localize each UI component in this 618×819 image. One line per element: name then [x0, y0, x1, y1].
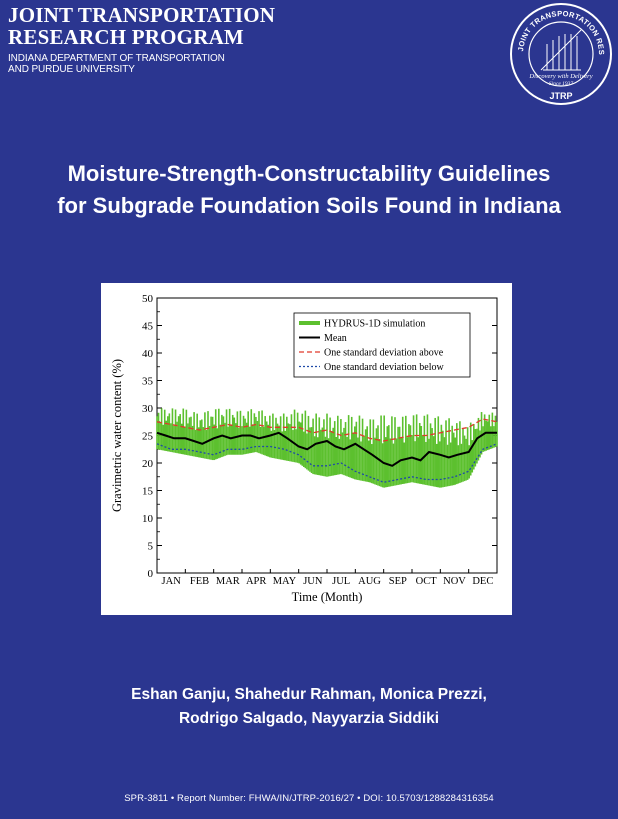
bridge-icon [540, 29, 582, 71]
jtrp-seal-logo: JOINT TRANSPORTATION RESEARCH PROGRAM Di… [504, 0, 615, 108]
title-line2: for Subgrade Foundation Soils Found in I… [57, 193, 561, 218]
y-tick-label: 5 [148, 541, 154, 553]
y-tick-label: 50 [142, 293, 154, 305]
authors-line1: Eshan Ganju, Shahedur Rahman, Monica Pre… [131, 686, 487, 703]
y-tick-label: 40 [142, 348, 154, 360]
y-tick-label: 25 [142, 431, 154, 443]
y-tick-label: 15 [142, 486, 154, 498]
x-tick-label: MAR [216, 576, 240, 587]
y-tick-label: 30 [142, 403, 154, 415]
y-axis-label: Gravimetric water content (%) [110, 359, 124, 512]
upper-std-line [156, 418, 498, 442]
water-content-chart: 0 5 10 15 20 25 30 35 40 45 50 JAN FEB MAR APR MAY JUN JU… [110, 293, 498, 604]
seal-motto: Discovery with Delivery [528, 73, 592, 80]
y-tick-label: 20 [142, 458, 154, 470]
seal-ring-text: JOINT TRANSPORTATION RESEARCH PROGRAM [504, 0, 606, 55]
x-tick-label: NOV [443, 576, 466, 587]
x-tick-label: OCT [416, 576, 438, 587]
mean-line [156, 431, 497, 467]
legend-label: Mean [324, 333, 347, 344]
lower-std-line [156, 443, 498, 483]
svg-text:JOINT TRANSPORTATION RESEARCH: JOINT TRANSPORTATION RESEARCH PROGRAM [507, 0, 606, 55]
x-tick-label: JAN [162, 576, 182, 587]
x-tick-label: APR [246, 576, 266, 587]
legend-box [293, 312, 471, 378]
authors-line2: Rodrigo Salgado, Nayyarzia Siddiki [178, 710, 440, 727]
cover-figure: 0 5 10 15 20 25 30 35 40 45 50 JAN FEB MAR APR MAY JUN JU… [101, 283, 512, 615]
title-line1: Moisture-Strength-Constructability Guide… [67, 161, 551, 186]
x-tick-label: JUL [332, 576, 350, 587]
x-tick-label: FEB [190, 576, 209, 587]
legend-label: One standard deviation below [324, 362, 444, 373]
y-tick-label: 10 [142, 513, 154, 525]
program-header: JOINT TRANSPORTATION RESEARCH PROGRAM IN… [8, 4, 275, 75]
x-tick-label: JUN [303, 576, 323, 587]
x-axis-label: Time (Month) [292, 590, 363, 604]
seal-abbr: JTRP [549, 91, 572, 101]
y-tick-label: 0 [148, 568, 154, 580]
x-tick-label: DEC [472, 576, 493, 587]
report-footer: SPR-3811 • Report Number: FHWA/IN/JTRP-2… [124, 793, 494, 804]
y-tick-label: 35 [142, 376, 154, 388]
report-title: Moisture-Strength-Constructability Guide… [0, 158, 618, 222]
affiliation-line2: AND PURDUE UNIVERSITY [8, 64, 135, 75]
affiliation-line1: INDIANA DEPARTMENT OF TRANSPORTATION [8, 53, 225, 64]
y-tick-label: 45 [142, 321, 154, 333]
legend-label: HYDRUS-1D simulation [324, 319, 425, 330]
program-name-line2: RESEARCH PROGRAM [8, 25, 244, 49]
x-tick-label: MAY [273, 576, 297, 587]
program-name-line1: JOINT TRANSPORTATION [8, 3, 276, 27]
legend-label: One standard deviation above [324, 348, 444, 359]
authors: Eshan Ganju, Shahedur Rahman, Monica Pre… [0, 683, 618, 731]
seal-since: Since 1937 [549, 81, 574, 87]
program-affiliation: INDIANA DEPARTMENT OF TRANSPORTATION AND… [8, 53, 275, 75]
x-tick-label: AUG [358, 576, 381, 587]
x-tick-label: SEP [389, 576, 407, 587]
